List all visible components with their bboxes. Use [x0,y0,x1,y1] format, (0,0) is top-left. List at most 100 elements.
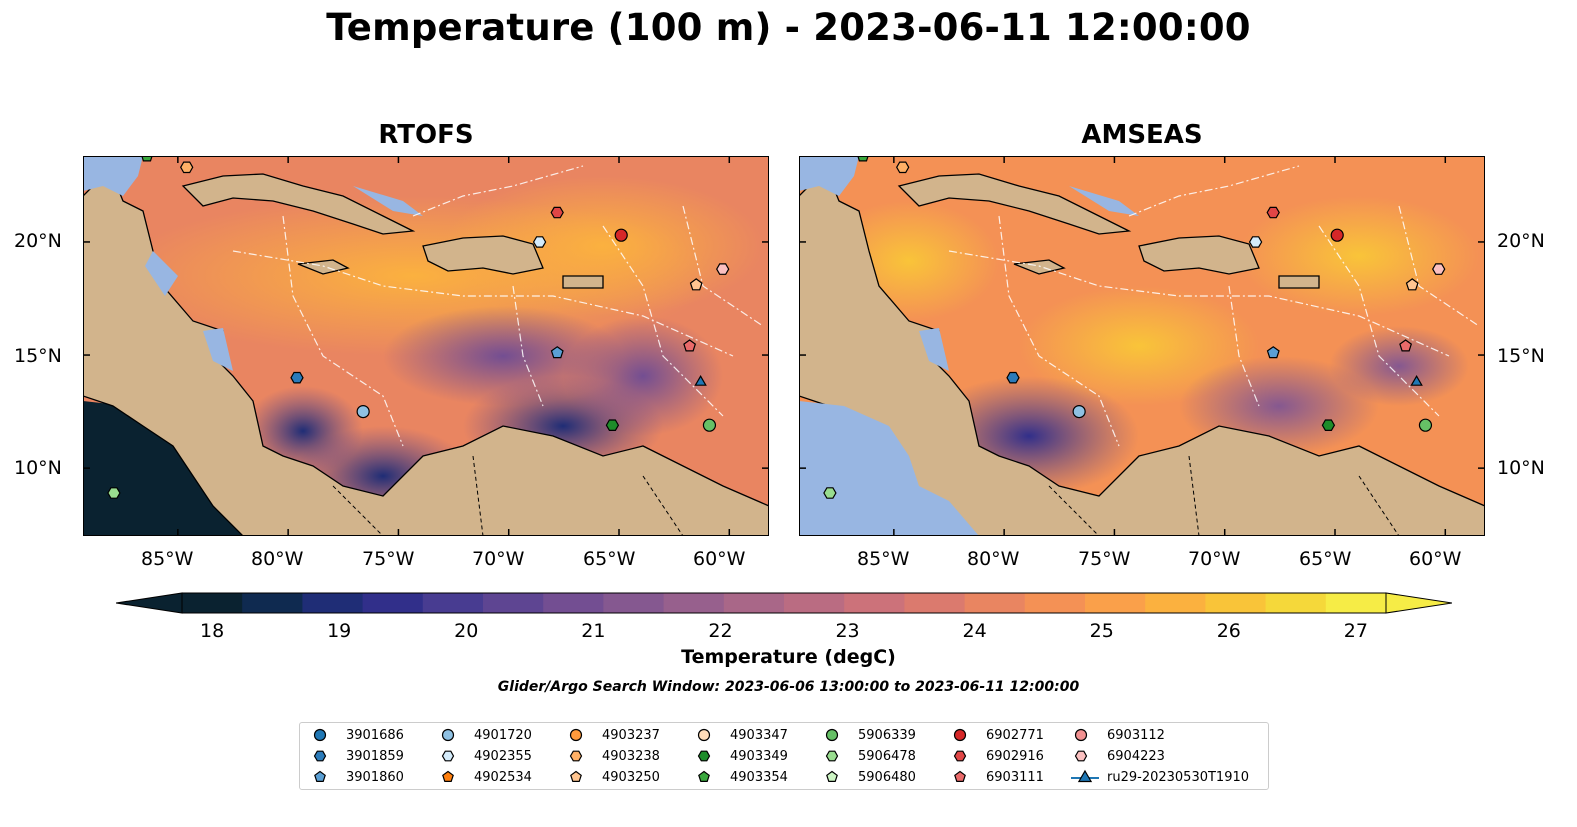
colorbar-tick-label: 19 [327,620,352,642]
float-marker-6902916 [1266,206,1280,219]
map-panel-amseas [799,156,1485,536]
colorbar-tick-label: 25 [1089,620,1114,642]
eez-boundaries-rtofs [232,165,764,447]
legend-label: 6903112 [1107,727,1165,743]
legend-marker-icon [826,770,838,782]
colorbar-bin [362,593,424,613]
legend-marker-icon [569,750,583,762]
float-marker-6902916 [550,206,564,219]
shallow-water-amseas [799,156,1139,536]
legend-label: 5906478 [858,748,916,764]
legend-label: 3901686 [346,727,404,743]
float-marker-5906478 [823,487,837,499]
legend-label: 3901859 [346,748,404,764]
legend-label: 4903250 [602,769,660,785]
legend-marker-icon [314,770,326,782]
legend-label: 4903238 [602,748,660,764]
float-marker-6904223 [716,263,730,275]
legend-marker-icon [953,728,967,742]
search-window-caption: Glider/Argo Search Window: 2023-06-06 13… [497,679,1080,695]
legend-label: 5906339 [858,727,916,743]
float-markers-amseas [823,156,1446,499]
legend-marker-icon [825,750,839,762]
lon-label-amseas-70w: 70°W [1188,548,1241,570]
lon-label-rtofs-60w: 60°W [693,548,746,570]
colorbar-label: Temperature (degC) [681,646,896,668]
colorbar-bin [964,593,1026,613]
lat-label-left-20n: 20°N [14,230,62,252]
legend-label: 6902771 [986,727,1044,743]
float-marker-4902355 [1248,236,1263,248]
colorbar-tick-label: 20 [454,620,479,642]
lon-label-amseas-85w: 85°W [857,548,910,570]
legend-item-6902916: 6902916 [950,747,1044,765]
lon-label-amseas-60w: 60°W [1409,548,1462,570]
legend-marker-icon [313,728,327,742]
float-marker-6902771 [1330,228,1344,242]
legend-label: 6902916 [986,748,1044,764]
legend-marker-icon [698,770,710,782]
legend-label: ru29-20230530T1910 [1107,769,1250,785]
float-marker-5906339 [702,418,717,432]
legend-label: 4902355 [474,748,532,764]
legend-marker-icon [1071,769,1099,783]
lat-label-right-15n: 15°N [1497,345,1545,367]
colorbar-tick-label: 21 [581,620,606,642]
lon-label-amseas-65w: 65°W [1299,548,1352,570]
legend-item-3901860: 3901860 [310,768,404,786]
colorbar-tick-label: 18 [200,620,225,642]
legend-marker-icon [953,750,967,762]
legend-label: 5906480 [858,769,916,785]
float-marker-3901859 [1006,371,1020,384]
coastline-amseas [1048,455,1400,536]
legend-label: 4903349 [730,748,788,764]
panel-title-rtofs: RTOFS [378,120,474,150]
legend-item-4903349: 4903349 [694,747,788,765]
lon-label-rtofs-85w: 85°W [141,548,194,570]
float-marker-4902355 [532,236,547,248]
float-marker-3901860 [550,346,564,359]
legend-item-4903250: 4903250 [566,768,660,786]
float-marker-4903354 [857,156,869,162]
legend-marker-icon [825,728,839,742]
lat-label-left-15n: 15°N [14,345,62,367]
colorbar-bin [1085,593,1146,613]
legend-marker-icon [697,728,711,742]
temperature-colorbar [116,592,1452,614]
legend-label: 6903111 [986,769,1044,785]
colorbar-tick-label: 22 [708,620,733,642]
float-marker-ru29 [694,375,707,386]
colorbar-bin [663,593,725,613]
float-marker-4901720 [1072,404,1086,419]
colorbar-max-extension [1385,592,1452,614]
colorbar-bin [1145,593,1206,613]
colorbar-min-extension [116,592,183,614]
lon-label-amseas-80w: 80°W [967,548,1020,570]
lon-label-amseas-75w: 75°W [1078,548,1131,570]
colorbar-tick-label: 27 [1343,620,1368,642]
legend-label: 4903237 [602,727,660,743]
legend-marker-icon [697,750,711,762]
colorbar-bin [1325,593,1387,613]
legend-marker-icon [1074,750,1088,762]
colorbar-bin [1024,593,1086,613]
float-marker-5906339 [1418,418,1433,432]
colorbar-bin [603,593,665,613]
legend-item-4903237: 4903237 [566,726,660,744]
float-marker-6903111 [1399,339,1413,352]
legend-item-ru29-20230530T1910: ru29-20230530T1910 [1071,768,1249,786]
colorbar-bin [182,593,243,613]
legend-item-6903111: 6903111 [950,768,1044,786]
colorbar-bin [242,593,303,613]
legend-item-4902534: 4902534 [438,768,532,786]
legend-label: 6904223 [1107,748,1165,764]
float-marker-5906339b [1321,419,1336,431]
legend-item-4902355: 4902355 [438,747,532,765]
float-marker-5906339b [605,419,620,431]
legend-label: 3901860 [346,769,404,785]
map-panel-rtofs [83,156,769,536]
legend-marker-icon [441,750,455,762]
legend-label: 4903347 [730,727,788,743]
colorbar-bin [543,593,604,613]
legend-item-3901859: 3901859 [310,747,404,765]
